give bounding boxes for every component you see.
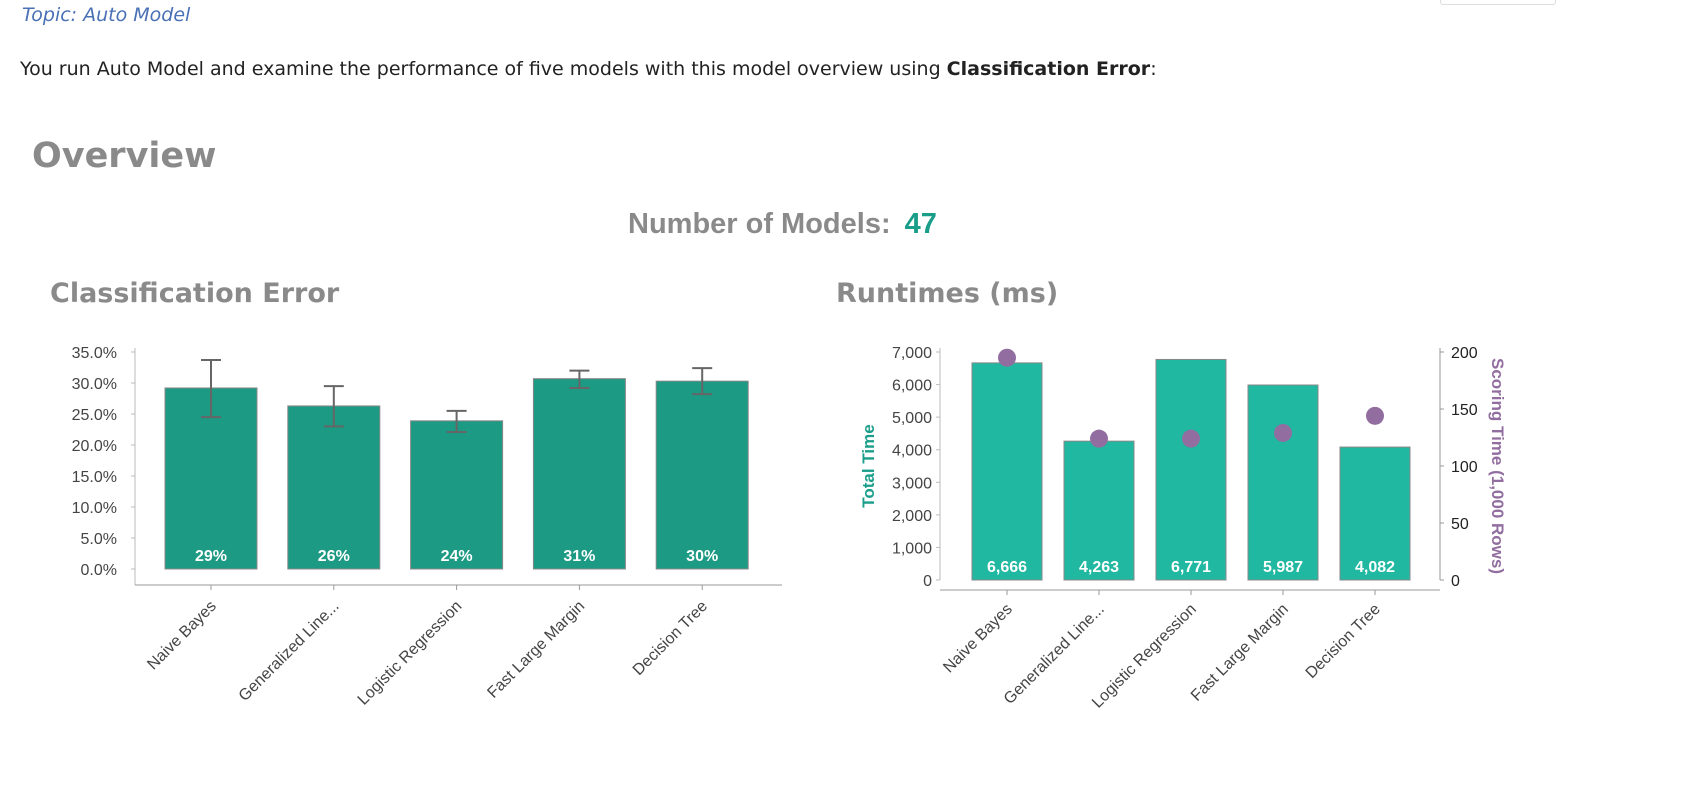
y-tick-label: 1,000: [892, 540, 932, 557]
num-models-value: 47: [904, 208, 937, 240]
y-tick-label: 5,000: [892, 410, 932, 427]
y-tick-label: 10.0%: [72, 500, 117, 517]
corner-control: [1440, 0, 1556, 5]
bar: [1247, 384, 1319, 581]
y-tick-label: 35.0%: [72, 345, 117, 362]
number-of-models: Number of Models: 47: [628, 208, 937, 241]
bar-data-label: 31%: [563, 548, 595, 565]
y-tick-label: 25.0%: [72, 407, 117, 424]
bar-data-label: 4,263: [1079, 559, 1119, 576]
x-tick-label: Decision Tree: [630, 598, 711, 679]
bar-data-label: 26%: [318, 548, 350, 565]
y2-tick-label: 50: [1451, 516, 1469, 533]
x-tick-label: Logistic Regression: [1089, 601, 1200, 712]
intro-bold: Classification Error: [946, 58, 1151, 80]
y-tick-label: 0.0%: [81, 562, 117, 579]
intro-after: :: [1150, 58, 1157, 80]
y-tick-label: 4,000: [892, 443, 932, 460]
y-tick-label: 20.0%: [72, 438, 117, 455]
bar-data-label: 29%: [195, 548, 227, 565]
x-tick-label: Decision Tree: [1303, 601, 1384, 682]
y2-tick-label: 100: [1451, 459, 1478, 476]
bar: [971, 362, 1043, 581]
y2-tick-label: 0: [1451, 573, 1460, 590]
y-tick-label: 2,000: [892, 508, 932, 525]
y2-tick-label: 150: [1451, 402, 1478, 419]
y-tick-label: 0: [923, 573, 932, 590]
bar-data-label: 24%: [441, 548, 473, 565]
num-models-label: Number of Models:: [628, 208, 891, 240]
classification-error-title: Classification Error: [50, 278, 340, 309]
y-tick-label: 7,000: [892, 345, 932, 362]
bar: [410, 420, 504, 570]
x-tick-label: Logistic Regression: [355, 598, 466, 709]
x-tick-label: Fast Large Margin: [1188, 601, 1292, 705]
bar-data-label: 4,082: [1355, 559, 1395, 576]
y-tick-label: 5.0%: [81, 531, 117, 548]
intro-before: You run Auto Model and examine the perfo…: [20, 58, 947, 80]
x-tick-label: Naive Bayes: [144, 598, 220, 674]
bar: [1155, 358, 1227, 581]
scoring-time-point: [998, 348, 1016, 367]
topic-label: Topic: Auto Model: [22, 4, 191, 26]
x-tick-label: Generalized Line...: [236, 598, 343, 705]
bar: [532, 378, 626, 570]
y-axis-title: Total Time: [859, 424, 878, 507]
bar: [655, 380, 749, 570]
scoring-time-point: [1090, 429, 1108, 448]
bar-data-label: 6,666: [987, 559, 1027, 576]
scoring-time-point: [1366, 406, 1384, 425]
y-tick-label: 6,000: [892, 378, 932, 395]
bar: [1339, 446, 1411, 581]
scoring-time-point: [1182, 429, 1200, 448]
bar-data-label: 5,987: [1263, 559, 1303, 576]
runtimes-title: Runtimes (ms): [836, 278, 1059, 309]
y2-axis-title: Scoring Time (1,000 Rows): [1488, 358, 1507, 574]
scoring-time-point: [1274, 423, 1292, 442]
y-tick-label: 3,000: [892, 475, 932, 492]
y2-tick-label: 200: [1451, 345, 1478, 362]
bar: [287, 405, 381, 570]
bar-data-label: 30%: [686, 548, 718, 565]
x-tick-label: Naive Bayes: [940, 601, 1016, 677]
overview-title: Overview: [32, 136, 217, 176]
bar-data-label: 6,771: [1171, 559, 1211, 576]
intro-text: You run Auto Model and examine the perfo…: [20, 58, 1157, 80]
y-tick-label: 15.0%: [72, 469, 117, 486]
bar: [164, 387, 258, 570]
bar: [1063, 440, 1135, 581]
y-tick-label: 30.0%: [72, 376, 117, 393]
x-tick-label: Fast Large Margin: [484, 598, 588, 702]
x-tick-label: Generalized Line...: [1001, 601, 1108, 708]
